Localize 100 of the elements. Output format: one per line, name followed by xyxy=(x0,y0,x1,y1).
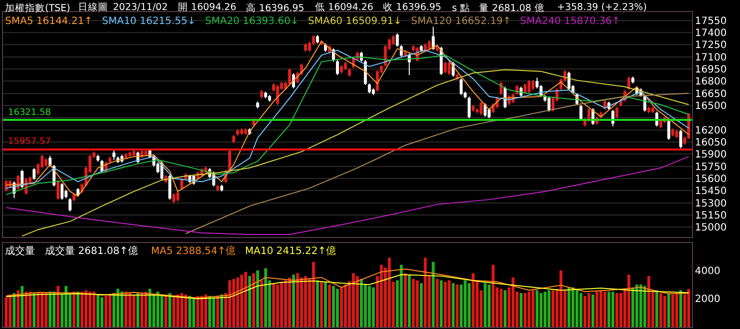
bar xyxy=(44,293,48,328)
y-tick-label: 15150 xyxy=(694,210,727,222)
y-tick-label: 4000 xyxy=(694,266,720,277)
candlestick xyxy=(524,82,527,94)
candlestick xyxy=(216,184,220,192)
y-tick-label: 15600 xyxy=(694,174,727,185)
bar xyxy=(84,290,88,328)
candlestick xyxy=(444,61,447,74)
bar xyxy=(500,288,503,328)
bar xyxy=(292,274,295,328)
bar xyxy=(532,290,534,328)
candlestick xyxy=(372,88,375,96)
bar xyxy=(232,278,236,328)
annotation: 量 2681.08 億 xyxy=(479,2,544,14)
bar xyxy=(368,286,371,328)
text: MA10 2415.22↑億 xyxy=(245,245,336,257)
bar xyxy=(56,286,60,328)
bar xyxy=(488,284,491,328)
bar xyxy=(28,292,32,328)
candlestick xyxy=(68,198,72,212)
y-tick-label: 2000 xyxy=(694,294,720,306)
candlestick xyxy=(400,44,403,58)
candlestick xyxy=(344,61,347,71)
line-series xyxy=(6,156,690,235)
candlestick xyxy=(128,151,132,158)
bar xyxy=(352,273,355,328)
y-tick-label: 16200 xyxy=(694,125,727,136)
candlestick xyxy=(472,104,475,112)
annotation: 收 16396.95 xyxy=(383,2,442,13)
bar xyxy=(607,292,610,328)
candlestick xyxy=(615,106,618,119)
bar xyxy=(344,284,347,328)
candlestick xyxy=(112,149,116,160)
y-tick-label: 16800 xyxy=(694,76,727,88)
y-tick-label: 15900 xyxy=(694,150,727,161)
candlestick xyxy=(124,152,128,160)
candlestick xyxy=(72,192,76,202)
bar xyxy=(492,264,495,328)
bar xyxy=(603,292,606,328)
line-series xyxy=(185,92,690,234)
bar xyxy=(304,276,307,328)
candlestick xyxy=(500,81,503,96)
line-series xyxy=(6,268,690,299)
bar xyxy=(272,283,276,328)
bar xyxy=(524,293,526,328)
bar xyxy=(128,293,132,328)
bar xyxy=(312,262,315,328)
y-tick-label: 17100 xyxy=(694,52,727,64)
candlestick xyxy=(647,106,650,114)
bar xyxy=(284,280,287,328)
bar xyxy=(611,292,614,328)
candlestick xyxy=(316,34,319,44)
bar xyxy=(96,294,100,328)
text: SMA5 16144.21↑ xyxy=(5,16,92,27)
candlestick xyxy=(132,149,136,157)
text: SMA60 16509.91↓ xyxy=(308,16,402,27)
bar xyxy=(32,293,36,328)
candlestick xyxy=(256,101,260,109)
bar xyxy=(8,294,12,328)
bar xyxy=(591,294,594,328)
bar xyxy=(619,293,622,328)
bar xyxy=(580,293,582,328)
candlestick xyxy=(260,89,264,99)
candlestick xyxy=(627,76,630,90)
bar xyxy=(360,278,363,328)
annotation: 開 16094.26 xyxy=(178,2,236,13)
y-tick-label: 16650 xyxy=(694,88,727,100)
y-tick-label: 15000 xyxy=(694,222,727,234)
candlestick xyxy=(579,104,582,120)
bar xyxy=(116,288,120,328)
bar xyxy=(587,293,590,328)
y-tick-label: 16050 xyxy=(694,137,727,148)
candlestick xyxy=(336,60,339,76)
candlestick xyxy=(276,84,280,106)
y-tick-label: 17400 xyxy=(694,28,727,39)
bar xyxy=(240,274,244,328)
y-tick-label: 16500 xyxy=(694,100,727,112)
bar xyxy=(340,287,343,328)
bar xyxy=(332,286,335,328)
candlestick xyxy=(56,179,60,200)
annotation: s 點 xyxy=(452,2,470,14)
bar xyxy=(148,288,152,328)
candlestick xyxy=(236,128,240,136)
y-tick-label: 17550 xyxy=(694,16,727,27)
candlestick xyxy=(76,188,80,197)
bar xyxy=(52,292,56,328)
bar xyxy=(560,270,562,328)
bar xyxy=(504,290,507,328)
line-series xyxy=(6,274,690,300)
candlestick xyxy=(348,68,351,78)
bar xyxy=(328,284,331,328)
candlestick xyxy=(651,106,654,114)
candlestick xyxy=(396,32,399,48)
bar xyxy=(80,292,84,328)
bar xyxy=(544,292,546,328)
text: SMA10 16215.55↓ xyxy=(102,16,196,27)
candlestick xyxy=(304,42,307,52)
y-tick-label: 15300 xyxy=(694,198,727,210)
bar xyxy=(112,293,116,328)
candlestick xyxy=(548,96,550,112)
